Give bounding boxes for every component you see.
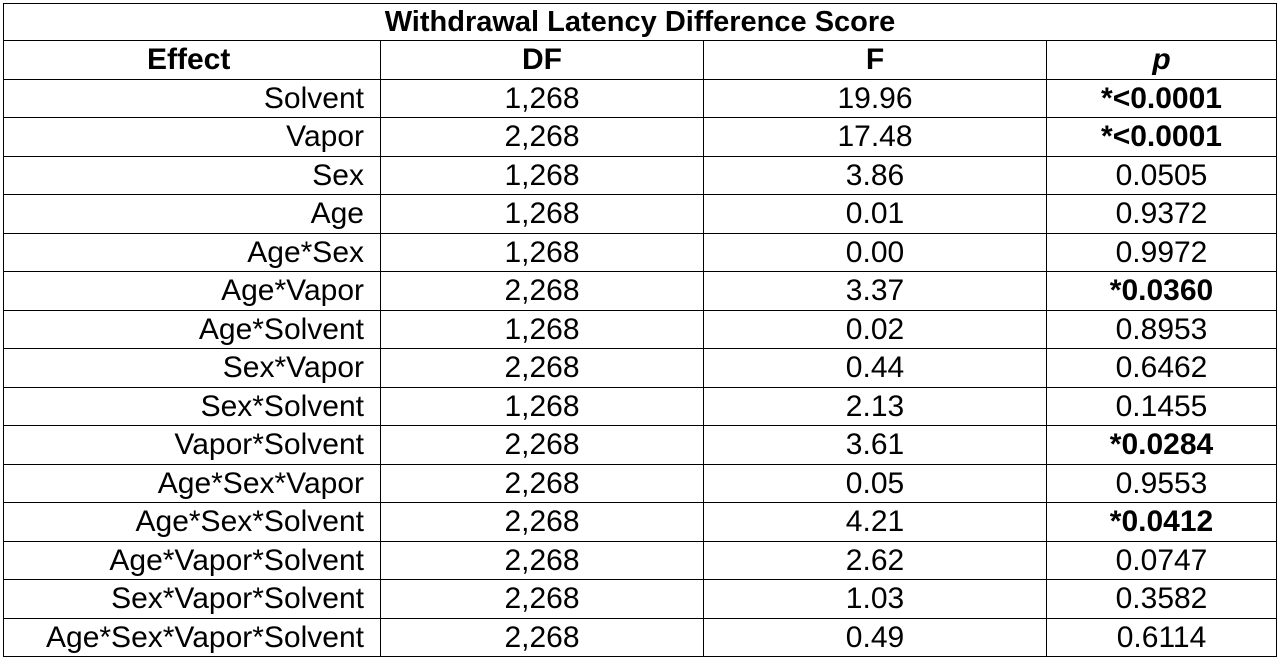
table-row: Age*Sex 1,268 0.00 0.9972 <box>3 232 1277 272</box>
p-value-cell: 0.0505 <box>1046 155 1277 195</box>
p-value-cell: *<0.0001 <box>1046 117 1277 157</box>
f-value-cell: 0.02 <box>703 309 1047 349</box>
df-cell: 1,268 <box>380 155 704 195</box>
effect-cell: Sex*Vapor*Solvent <box>3 579 381 619</box>
f-value-cell: 0.49 <box>703 617 1047 657</box>
df-cell: 1,268 <box>380 386 704 426</box>
table-row: Age*Sex*Vapor 2,268 0.05 0.9553 <box>3 463 1277 503</box>
p-value-cell: *0.0360 <box>1046 271 1277 311</box>
effect-cell: Sex <box>3 155 381 195</box>
column-header-f: F <box>703 40 1047 80</box>
header-row: Effect DF F p <box>3 40 1277 80</box>
df-cell: 2,268 <box>380 425 704 465</box>
p-value-cell: 0.3582 <box>1046 579 1277 619</box>
df-cell: 2,268 <box>380 348 704 388</box>
table-row: Age*Solvent 1,268 0.02 0.8953 <box>3 309 1277 349</box>
p-value-cell: 0.9372 <box>1046 194 1277 234</box>
table-row: Sex 1,268 3.86 0.0505 <box>3 155 1277 195</box>
table-body: Solvent 1,268 19.96 *<0.0001 Vapor 2,268 17.48… <box>3 78 1277 657</box>
f-value-cell: 3.37 <box>703 271 1047 311</box>
df-cell: 2,268 <box>380 463 704 503</box>
p-value-cell: 0.6114 <box>1046 617 1277 657</box>
effect-cell: Age*Sex <box>3 232 381 272</box>
effect-cell: Age <box>3 194 381 234</box>
f-value-cell: 0.05 <box>703 463 1047 503</box>
p-value-cell: 0.9972 <box>1046 232 1277 272</box>
df-cell: 2,268 <box>380 271 704 311</box>
effect-cell: Age*Sex*Vapor <box>3 463 381 503</box>
df-cell: 2,268 <box>380 617 704 657</box>
f-value-cell: 3.61 <box>703 425 1047 465</box>
title-row: Withdrawal Latency Difference Score <box>3 3 1277 41</box>
table-row: Vapor 2,268 17.48 *<0.0001 <box>3 117 1277 157</box>
df-cell: 2,268 <box>380 540 704 580</box>
f-value-cell: 3.86 <box>703 155 1047 195</box>
table-title: Withdrawal Latency Difference Score <box>3 3 1277 41</box>
effect-cell: Age*Vapor <box>3 271 381 311</box>
effect-cell: Solvent <box>3 78 381 118</box>
df-cell: 1,268 <box>380 194 704 234</box>
effect-cell: Age*Sex*Vapor*Solvent <box>3 617 381 657</box>
f-value-cell: 0.01 <box>703 194 1047 234</box>
f-value-cell: 2.62 <box>703 540 1047 580</box>
effect-cell: Sex*Solvent <box>3 386 381 426</box>
df-cell: 1,268 <box>380 78 704 118</box>
df-cell: 2,268 <box>380 117 704 157</box>
p-value-cell: 0.6462 <box>1046 348 1277 388</box>
p-value-cell: 0.0747 <box>1046 540 1277 580</box>
f-value-cell: 17.48 <box>703 117 1047 157</box>
column-header-p: p <box>1046 40 1277 80</box>
f-value-cell: 19.96 <box>703 78 1047 118</box>
p-value-cell: 0.1455 <box>1046 386 1277 426</box>
p-value-cell: 0.8953 <box>1046 309 1277 349</box>
table-row: Age 1,268 0.01 0.9372 <box>3 194 1277 234</box>
column-header-effect: Effect <box>3 40 381 80</box>
table-row: Age*Vapor*Solvent 2,268 2.62 0.0747 <box>3 540 1277 580</box>
column-header-df: DF <box>380 40 704 80</box>
f-value-cell: 0.00 <box>703 232 1047 272</box>
table-row: Sex*Solvent 1,268 2.13 0.1455 <box>3 386 1277 426</box>
table-row: Solvent 1,268 19.96 *<0.0001 <box>3 78 1277 118</box>
f-value-cell: 0.44 <box>703 348 1047 388</box>
table-row: Age*Sex*Solvent 2,268 4.21 *0.0412 <box>3 502 1277 542</box>
df-cell: 2,268 <box>380 502 704 542</box>
df-cell: 2,268 <box>380 579 704 619</box>
f-value-cell: 1.03 <box>703 579 1047 619</box>
p-value-cell: *0.0284 <box>1046 425 1277 465</box>
anova-results-table: Withdrawal Latency Difference Score Effe… <box>3 3 1277 657</box>
f-value-cell: 4.21 <box>703 502 1047 542</box>
p-value-cell: *<0.0001 <box>1046 78 1277 118</box>
table-row: Age*Sex*Vapor*Solvent 2,268 0.49 0.6114 <box>3 617 1277 657</box>
df-cell: 1,268 <box>380 309 704 349</box>
p-value-cell: *0.0412 <box>1046 502 1277 542</box>
effect-cell: Age*Vapor*Solvent <box>3 540 381 580</box>
effect-cell: Age*Sex*Solvent <box>3 502 381 542</box>
table-row: Vapor*Solvent 2,268 3.61 *0.0284 <box>3 425 1277 465</box>
f-value-cell: 2.13 <box>703 386 1047 426</box>
table-row: Age*Vapor 2,268 3.37 *0.0360 <box>3 271 1277 311</box>
df-cell: 1,268 <box>380 232 704 272</box>
effect-cell: Vapor*Solvent <box>3 425 381 465</box>
effect-cell: Vapor <box>3 117 381 157</box>
effect-cell: Age*Solvent <box>3 309 381 349</box>
p-value-cell: 0.9553 <box>1046 463 1277 503</box>
table-row: Sex*Vapor 2,268 0.44 0.6462 <box>3 348 1277 388</box>
table-row: Sex*Vapor*Solvent 2,268 1.03 0.3582 <box>3 579 1277 619</box>
effect-cell: Sex*Vapor <box>3 348 381 388</box>
